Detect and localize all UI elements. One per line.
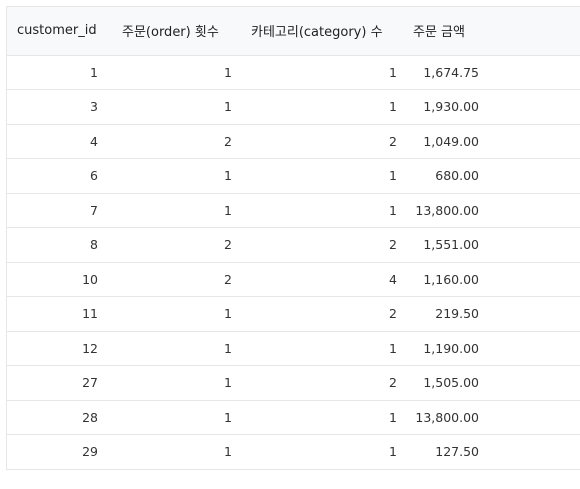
cell-spacer bbox=[491, 331, 580, 366]
cell-order-amount: 13,800.00 bbox=[403, 193, 491, 228]
cell-customer-id: 8 bbox=[7, 227, 112, 263]
table-row: 12 1 1 1,190.00 bbox=[7, 331, 580, 366]
table-row: 8 2 2 1,551.00 bbox=[7, 227, 580, 263]
cell-order-amount: 127.50 bbox=[403, 434, 491, 470]
cell-spacer bbox=[491, 365, 580, 401]
cell-order-amount: 1,049.00 bbox=[403, 124, 491, 159]
cell-spacer bbox=[491, 296, 580, 332]
table-row: 10 2 4 1,160.00 bbox=[7, 262, 580, 297]
cell-spacer bbox=[491, 193, 580, 228]
cell-customer-id: 11 bbox=[7, 296, 112, 332]
cell-category-count: 2 bbox=[241, 296, 403, 332]
column-header-spacer bbox=[491, 7, 580, 56]
cell-category-count: 1 bbox=[241, 158, 403, 194]
cell-spacer bbox=[491, 55, 580, 90]
cell-order-count: 1 bbox=[112, 89, 241, 125]
cell-order-count: 1 bbox=[112, 434, 241, 470]
cell-category-count: 1 bbox=[241, 400, 403, 435]
cell-customer-id: 3 bbox=[7, 89, 112, 125]
cell-order-count: 1 bbox=[112, 331, 241, 366]
cell-category-count: 1 bbox=[241, 331, 403, 366]
cell-customer-id: 12 bbox=[7, 331, 112, 366]
cell-spacer bbox=[491, 89, 580, 125]
cell-order-count: 1 bbox=[112, 365, 241, 401]
cell-category-count: 1 bbox=[241, 55, 403, 90]
cell-category-count: 4 bbox=[241, 262, 403, 297]
cell-customer-id: 28 bbox=[7, 400, 112, 435]
cell-category-count: 2 bbox=[241, 365, 403, 401]
column-header-customer-id[interactable]: customer_id bbox=[7, 7, 112, 56]
table-row: 27 1 2 1,505.00 bbox=[7, 365, 580, 401]
table-row: 7 1 1 13,800.00 bbox=[7, 193, 580, 228]
cell-order-count: 1 bbox=[112, 193, 241, 228]
cell-order-count: 2 bbox=[112, 124, 241, 159]
cell-order-count: 1 bbox=[112, 400, 241, 435]
table-body: 1 1 1 1,674.75 3 1 1 1,930.00 4 2 2 1,049.00 6 1 1 680.… bbox=[7, 55, 580, 470]
cell-order-count: 1 bbox=[112, 55, 241, 90]
cell-category-count: 2 bbox=[241, 124, 403, 159]
cell-order-amount: 1,551.00 bbox=[403, 227, 491, 263]
cell-customer-id: 27 bbox=[7, 365, 112, 401]
table-row: 29 1 1 127.50 bbox=[7, 434, 580, 470]
customer-orders-table: customer_id 주문(order) 횟수 카테고리(category) … bbox=[7, 7, 580, 470]
cell-order-amount: 1,674.75 bbox=[403, 55, 491, 90]
table-row: 4 2 2 1,049.00 bbox=[7, 124, 580, 159]
cell-order-amount: 219.50 bbox=[403, 296, 491, 332]
cell-order-amount: 1,190.00 bbox=[403, 331, 491, 366]
cell-spacer bbox=[491, 262, 580, 297]
table-row: 28 1 1 13,800.00 bbox=[7, 400, 580, 435]
cell-category-count: 1 bbox=[241, 193, 403, 228]
cell-order-amount: 1,930.00 bbox=[403, 89, 491, 125]
cell-customer-id: 7 bbox=[7, 193, 112, 228]
cell-spacer bbox=[491, 158, 580, 194]
cell-spacer bbox=[491, 124, 580, 159]
cell-customer-id: 4 bbox=[7, 124, 112, 159]
cell-spacer bbox=[491, 400, 580, 435]
table-row: 3 1 1 1,930.00 bbox=[7, 89, 580, 125]
data-table-frame: customer_id 주문(order) 횟수 카테고리(category) … bbox=[6, 6, 580, 470]
table-row: 11 1 2 219.50 bbox=[7, 296, 580, 332]
table-row: 1 1 1 1,674.75 bbox=[7, 55, 580, 90]
cell-spacer bbox=[491, 227, 580, 263]
cell-order-amount: 1,505.00 bbox=[403, 365, 491, 401]
cell-customer-id: 10 bbox=[7, 262, 112, 297]
table-header: customer_id 주문(order) 횟수 카테고리(category) … bbox=[7, 7, 580, 56]
cell-order-count: 1 bbox=[112, 296, 241, 332]
cell-order-count: 1 bbox=[112, 158, 241, 194]
cell-spacer bbox=[491, 434, 580, 470]
cell-category-count: 1 bbox=[241, 89, 403, 125]
cell-customer-id: 1 bbox=[7, 55, 112, 90]
table-row: 6 1 1 680.00 bbox=[7, 158, 580, 194]
cell-order-amount: 1,160.00 bbox=[403, 262, 491, 297]
cell-category-count: 1 bbox=[241, 434, 403, 470]
cell-order-amount: 680.00 bbox=[403, 158, 491, 194]
column-header-order-amount[interactable]: 주문 금액 bbox=[403, 7, 491, 56]
cell-order-amount: 13,800.00 bbox=[403, 400, 491, 435]
cell-order-count: 2 bbox=[112, 262, 241, 297]
cell-category-count: 2 bbox=[241, 227, 403, 263]
column-header-category-count[interactable]: 카테고리(category) 수 bbox=[241, 7, 403, 56]
cell-customer-id: 29 bbox=[7, 434, 112, 470]
column-header-order-count[interactable]: 주문(order) 횟수 bbox=[112, 7, 241, 56]
header-row: customer_id 주문(order) 횟수 카테고리(category) … bbox=[7, 7, 580, 56]
cell-customer-id: 6 bbox=[7, 158, 112, 194]
cell-order-count: 2 bbox=[112, 227, 241, 263]
